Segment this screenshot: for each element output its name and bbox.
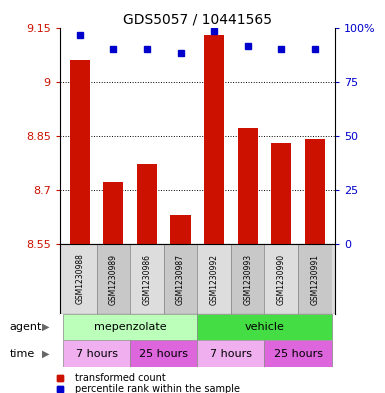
- Text: GSM1230993: GSM1230993: [243, 253, 252, 305]
- Bar: [63, 340, 130, 367]
- Title: GDS5057 / 10441565: GDS5057 / 10441565: [123, 12, 272, 26]
- Text: mepenzolate: mepenzolate: [94, 322, 166, 332]
- Bar: [264, 244, 298, 314]
- Bar: [271, 143, 291, 244]
- Text: GSM1230992: GSM1230992: [209, 253, 219, 305]
- Bar: [70, 60, 90, 244]
- Text: 7 hours: 7 hours: [210, 349, 252, 359]
- Text: time: time: [10, 349, 35, 359]
- Text: 25 hours: 25 hours: [273, 349, 323, 359]
- Bar: [197, 340, 264, 367]
- Bar: [204, 35, 224, 244]
- Text: 7 hours: 7 hours: [75, 349, 117, 359]
- Text: transformed count: transformed count: [75, 373, 166, 383]
- Text: GSM1230990: GSM1230990: [277, 253, 286, 305]
- Text: GSM1230991: GSM1230991: [310, 253, 319, 305]
- Bar: [63, 244, 97, 314]
- Text: ▶: ▶: [42, 349, 50, 359]
- Text: GSM1230986: GSM1230986: [142, 253, 151, 305]
- Bar: [197, 314, 331, 340]
- Bar: [137, 164, 157, 244]
- Text: vehicle: vehicle: [244, 322, 285, 332]
- Bar: [197, 244, 231, 314]
- Text: percentile rank within the sample: percentile rank within the sample: [75, 384, 240, 393]
- Bar: [238, 129, 258, 244]
- Text: GSM1230989: GSM1230989: [109, 253, 118, 305]
- Bar: [97, 244, 130, 314]
- Bar: [103, 182, 124, 244]
- Bar: [264, 340, 331, 367]
- Text: GSM1230988: GSM1230988: [75, 253, 84, 305]
- Bar: [298, 244, 331, 314]
- Bar: [63, 314, 197, 340]
- Bar: [305, 139, 325, 244]
- Text: GSM1230987: GSM1230987: [176, 253, 185, 305]
- Text: ▶: ▶: [42, 322, 50, 332]
- Bar: [130, 244, 164, 314]
- Bar: [130, 340, 197, 367]
- Bar: [171, 215, 191, 244]
- Text: 25 hours: 25 hours: [139, 349, 188, 359]
- Bar: [231, 244, 264, 314]
- Text: agent: agent: [10, 322, 42, 332]
- Bar: [164, 244, 197, 314]
